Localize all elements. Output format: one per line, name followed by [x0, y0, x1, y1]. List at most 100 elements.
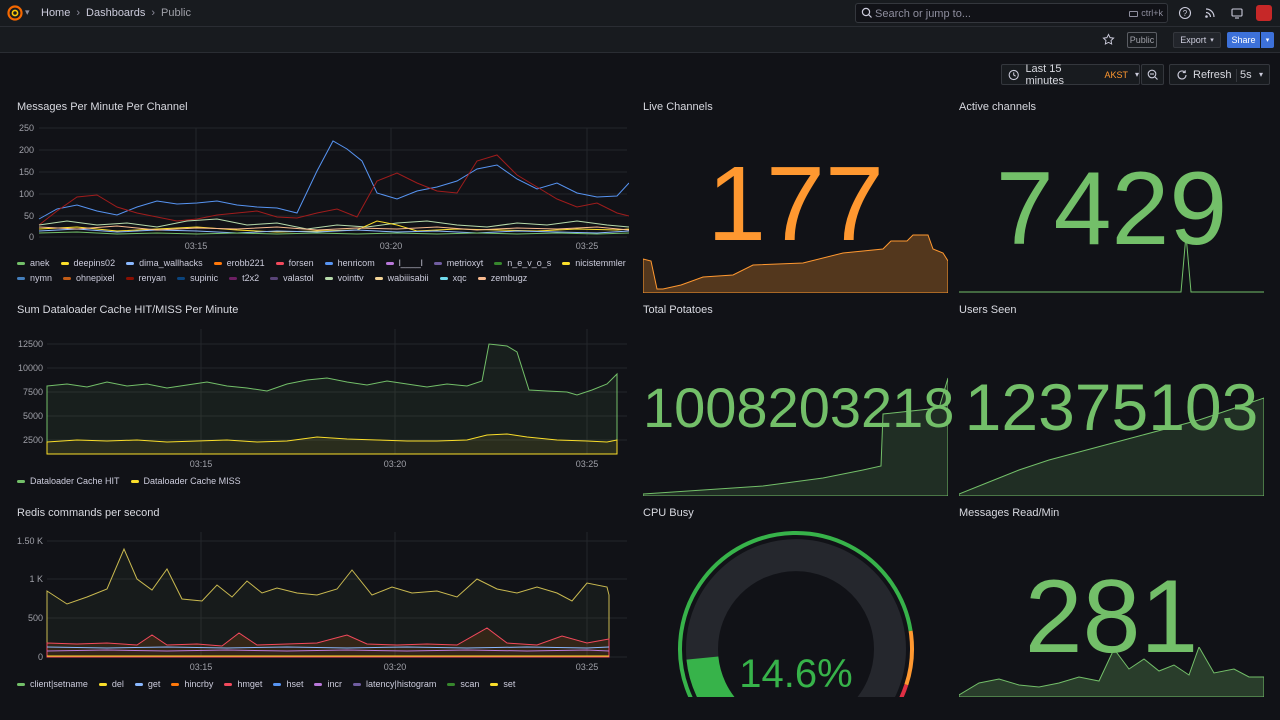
refresh-picker[interactable]: Refresh 5s ▾ [1169, 64, 1270, 85]
search-input[interactable]: Search or jump to... ctrl+k [855, 3, 1168, 23]
dataloader-chart: 12500 10000 7500 5000 2500 03:15 03:20 0… [18, 329, 627, 469]
legend-swatch [275, 261, 284, 265]
sparkline-line [959, 234, 1264, 293]
legend-item[interactable]: renyan [125, 273, 167, 283]
chevron-down-icon[interactable]: ▾ [25, 7, 30, 17]
avatar[interactable] [1256, 5, 1272, 21]
help-icon[interactable]: ? [1178, 6, 1192, 20]
legend-label: nicistemmler [575, 258, 626, 268]
legend-label: metrioxyt [446, 258, 484, 268]
legend-swatch [17, 479, 25, 483]
panel-cpu-busy[interactable]: CPU Busy 14.6% [643, 507, 948, 697]
legend-swatch [171, 682, 180, 686]
legend-label: del [111, 679, 124, 689]
series-line-zembugz [38, 225, 629, 231]
legend-swatch [439, 276, 448, 280]
rss-news-icon[interactable] [1203, 6, 1217, 20]
legend-item[interactable]: anek [17, 258, 50, 268]
breadcrumb-dashboards[interactable]: Dashboards [86, 7, 146, 19]
stat-value: 12375103 [964, 370, 1259, 444]
legend-swatch [229, 276, 238, 280]
keyboard-shortcut: ctrl+k [1129, 8, 1163, 18]
panel-title: Messages Read/Min [959, 507, 1060, 519]
legend-label: renyan [138, 273, 167, 283]
share-menu-chevron-icon[interactable]: ▾ [1261, 32, 1274, 48]
y-tick: 0 [38, 652, 43, 662]
gauge-threshold-green [678, 531, 913, 697]
y-tick: 100 [19, 189, 34, 199]
legend-item[interactable]: Dataloader Cache HIT [17, 476, 120, 486]
legend-item[interactable]: del [98, 679, 124, 689]
legend-item[interactable]: latency|histogram [352, 679, 436, 689]
share-button[interactable]: Share [1227, 32, 1260, 48]
legend-item[interactable]: wabiiisabii [374, 273, 429, 283]
legend-swatch [177, 276, 186, 280]
legend-item[interactable]: deepins02 [60, 258, 115, 268]
legend-item[interactable]: hincrby [171, 679, 213, 689]
cpu-gauge: 14.6% [678, 531, 914, 697]
panel-users-seen[interactable]: Users Seen 12375103 [959, 304, 1264, 496]
time-range-picker[interactable]: Last 15 minutes AKST ▾ [1001, 63, 1140, 87]
legend-swatch [134, 682, 143, 686]
panel-messages-per-minute[interactable]: Messages Per Minute Per Channel 250 200 … [17, 101, 629, 293]
legend-swatch [270, 276, 279, 280]
legend-label: l____l [398, 258, 423, 268]
legend-item[interactable]: hmget [224, 679, 262, 689]
legend-item[interactable]: xqc [439, 273, 467, 283]
star-icon[interactable] [1102, 33, 1115, 46]
refresh-interval[interactable]: 5s [1240, 68, 1252, 81]
x-tick: 03:20 [384, 662, 407, 672]
legend-item[interactable]: henricom [324, 258, 375, 268]
gauge-threshold-red [899, 684, 909, 697]
legend-item[interactable]: get [134, 679, 160, 689]
export-button[interactable]: Export ▾ [1173, 32, 1221, 48]
legend-item[interactable]: n_e_v_o_s [494, 258, 551, 268]
legend-item[interactable]: nicistemmler [562, 258, 626, 268]
legend-item[interactable]: nymn [17, 273, 52, 283]
panel-active-channels[interactable]: Active channels 7429 [959, 101, 1264, 293]
legend-swatch [60, 261, 69, 265]
y-tick: 200 [19, 145, 34, 155]
legend-label: dima_wallhacks [139, 258, 203, 268]
legend-label: hmget [237, 679, 263, 689]
legend-item[interactable]: incr [314, 679, 342, 689]
legend-item[interactable]: zembugz [477, 273, 527, 283]
legend-item[interactable]: forsen [275, 258, 314, 268]
legend-item[interactable]: Dataloader Cache MISS [130, 476, 241, 486]
active-channels-sparkline [959, 234, 1264, 293]
legend-item[interactable]: l____l [385, 258, 423, 268]
gauge-track [686, 539, 906, 697]
legend-item[interactable]: hset [273, 679, 303, 689]
legend-item[interactable]: vointtv [324, 273, 364, 283]
panel-messages-read[interactable]: Messages Read/Min 281 [959, 507, 1264, 697]
legend-label: xqc [452, 273, 467, 283]
gauge-value: 14.6% [739, 652, 852, 696]
panel-title: CPU Busy [643, 507, 694, 519]
legend-label: t2x2 [242, 273, 260, 283]
legend-item[interactable]: ohnepixel [63, 273, 115, 283]
legend-item[interactable]: set [490, 679, 515, 689]
legend-item[interactable]: scan [447, 679, 479, 689]
legend-item[interactable]: t2x2 [229, 273, 259, 283]
legend-item[interactable]: dima_wallhacks [126, 258, 203, 268]
chart-legend: client|setname del get hincrby hmget hset incr… [17, 679, 629, 689]
refresh-button[interactable]: Refresh [1193, 68, 1232, 81]
legend-item[interactable]: valastol [270, 273, 314, 283]
legend-label: erobb221 [226, 258, 265, 268]
panel-total-potatoes[interactable]: Total Potatoes 1008203218 [643, 304, 954, 496]
grafana-logo-icon[interactable] [7, 5, 23, 21]
legend-swatch [98, 682, 107, 686]
panel-title: Messages Per Minute Per Channel [17, 101, 188, 113]
panel-dataloader-cache[interactable]: Sum Dataloader Cache HIT/MISS Per Minute… [17, 304, 629, 494]
breadcrumb-home[interactable]: Home [41, 7, 71, 19]
panel-redis-commands[interactable]: Redis commands per second 1.50 K 1 K 500… [17, 507, 629, 697]
panel-live-channels[interactable]: Live Channels 177 [643, 101, 948, 293]
legend-label: hincrby [184, 679, 214, 689]
legend-swatch [490, 682, 499, 686]
legend-item[interactable]: metrioxyt [433, 258, 484, 268]
legend-item[interactable]: supinic [177, 273, 218, 283]
zoom-out-button[interactable] [1141, 64, 1164, 85]
legend-item[interactable]: client|setname [17, 679, 88, 689]
kiosk-mode-icon[interactable] [1230, 6, 1244, 20]
legend-item[interactable]: erobb221 [213, 258, 265, 268]
